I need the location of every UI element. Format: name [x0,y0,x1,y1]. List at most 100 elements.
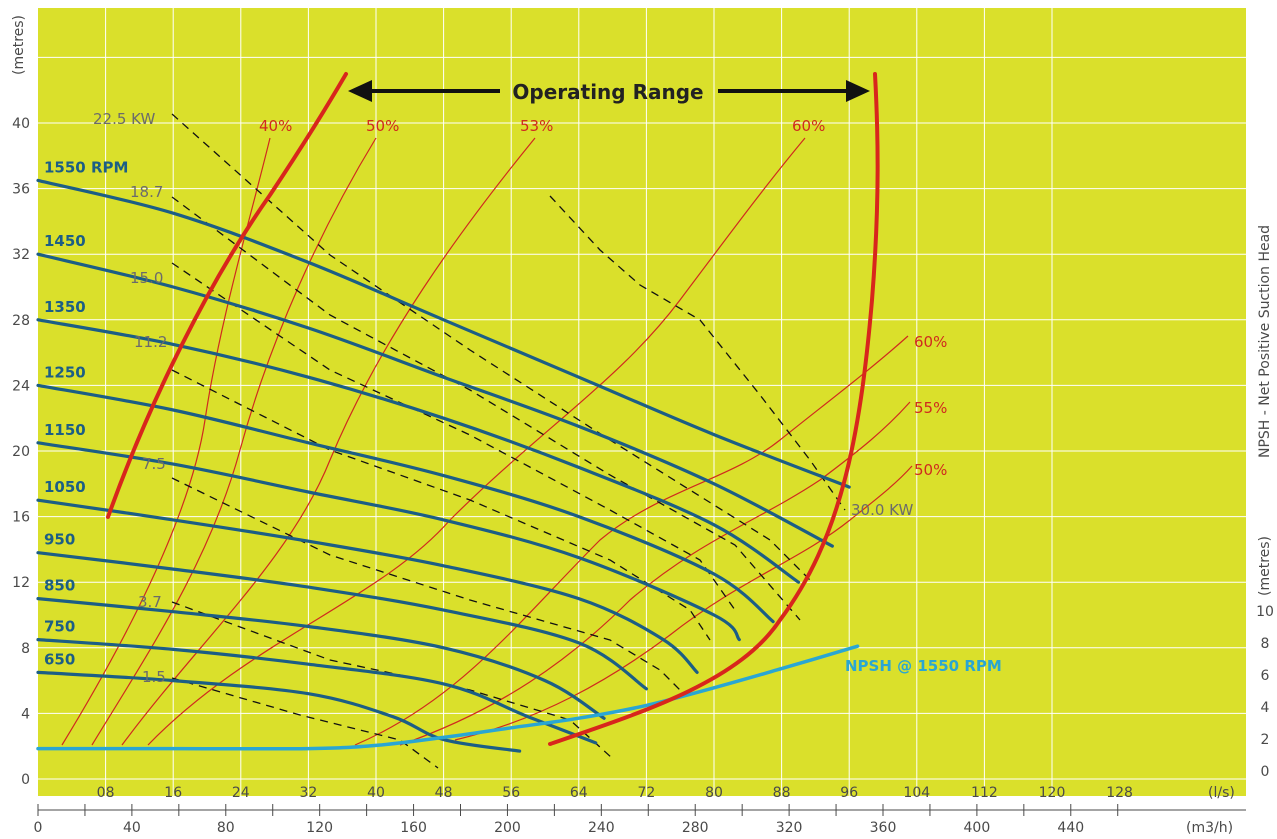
speed-curve-label: 1250 [44,363,86,381]
efficiency-curve-40 [61,137,271,746]
efficiency-curve-60-right [354,335,909,746]
x-top-tick-label: 112 [971,785,998,801]
power-label-18-7: 18.7 [130,183,163,201]
npsh-curve-group [36,644,860,751]
x-top-tick-label: 128 [1106,785,1133,801]
x-bottom-tick-label: 0 [34,820,43,836]
x-top-tick-label: 104 [903,785,930,801]
speed-curve-label: 850 [44,577,75,595]
y-left-tick-label: 16 [12,510,30,526]
speed-curve-1550-rpm [36,178,851,489]
x-bottom-tick-label: 40 [123,820,141,836]
y-right-tick-label: 6 [1261,668,1270,684]
x-top-tick-label: 96 [840,785,858,801]
arrow-left-head [348,80,372,102]
power-line-11-2 [171,369,711,641]
power-label-11-2: 11.2 [134,333,167,351]
speed-curve-950 [36,551,648,691]
x-top-tick-label: 72 [637,785,655,801]
efficiency-curve-53 [121,137,536,746]
x-top-tick-label: 120 [1039,785,1066,801]
x-bottom-tick-label: 120 [306,820,333,836]
y-left-tick-label: 12 [12,575,30,591]
npsh-curve [36,644,860,751]
power-label-1-5: 1.5 [142,668,166,686]
speed-curve-label: 750 [44,618,75,636]
eff-label-40: 40% [259,117,292,135]
power-label-3-7: 3.7 [138,593,162,611]
x-bottom-tick-label: 80 [217,820,235,836]
eff-label-53: 53% [520,117,553,135]
power-line-7-5 [171,477,681,691]
power-label-7-5: 7.5 [142,455,166,473]
x-top-tick-label: 80 [705,785,723,801]
power-label-30-0: 30.0 KW [851,501,913,519]
power-line-22-5 [171,113,813,583]
speed-curves: 1550 RPM 1450 1350 1250 1150 1050 950 850 750 650 [36,158,851,753]
x-bottom-tick-label: 160 [400,820,427,836]
speed-curve-1150 [36,441,741,642]
y-right-axis-title: NPSH - Net Positive Suction Head [1257,225,1273,458]
x-top-tick-label: 16 [164,785,182,801]
efficiency-curve-50 [91,137,377,746]
y-left-tick-label: 24 [12,378,30,394]
power-label-15-0: 15.0 [130,269,163,287]
x-top-tick-label: 56 [502,785,520,801]
y-right-tick-label: 0 [1261,764,1270,780]
x-top-tick-label: 48 [435,785,453,801]
speed-curve-650 [36,670,522,753]
x-bottom-tick-label: 240 [588,820,615,836]
y-left-tick-label: 0 [21,772,30,788]
arrow-right-head [846,80,870,102]
eff-label-60-right: 60% [914,333,947,351]
y-left-tick-label: 4 [21,706,30,722]
power-line-18-7 [171,196,801,621]
operating-range-arrows: Operating Range [348,80,870,104]
eff-label-50: 50% [366,117,399,135]
x-bottom-tick-label: 280 [682,820,709,836]
x-top-tick-label: 64 [570,785,588,801]
y-left-tick-label: 36 [12,182,30,198]
y-right-tick-label: 8 [1261,636,1270,652]
y-right-tick-label: 10 [1256,604,1274,620]
npsh-curve-label: NPSH @ 1550 RPM [845,657,1002,675]
x-bottom-tick-label: 400 [964,820,991,836]
speed-curve-1450 [36,252,834,548]
speed-curve-1050 [36,498,699,674]
speed-curve-label: 1550 RPM [44,158,128,176]
operating-range-right-boundary [548,72,880,746]
speed-curve-label: 1150 [44,421,86,439]
grid [38,8,1246,796]
speed-curve-1250 [36,383,775,624]
speed-curve-label: 1050 [44,478,86,496]
x-bottom-tick-label: 360 [870,820,897,836]
y-left-tick-label: 40 [12,116,30,132]
power-labels: 22.5 KW 18.7 15.0 11.2 7.5 3.7 1.5 30.0 … [93,110,913,686]
speed-curve-label: 650 [44,650,75,668]
speed-curve-1350 [36,318,801,584]
power-line-1-5 [171,677,439,769]
x-bottom-tick-label: 440 [1057,820,1084,836]
x-top-tick-label: 32 [299,785,317,801]
x-bottom-tick-label: 200 [494,820,521,836]
y-right-tick-label: 4 [1261,700,1270,716]
eff-label-50-right: 50% [914,461,947,479]
x-bottom-tick-label: 320 [776,820,803,836]
speed-curve-label: 950 [44,531,75,549]
x-top-tick-label: 40 [367,785,385,801]
speed-curve-850 [36,597,606,720]
x-bottom-unit-label: (m3/h) [1186,820,1233,836]
y-left-tick-label: 28 [12,313,30,329]
operating-range-label: Operating Range [512,80,703,104]
x-top-unit-label: (l/s) [1208,785,1235,801]
efficiency-labels: 40% 50% 53% 60% 60% 55% 50% [259,117,947,479]
y-left-unit-label: (metres) [11,15,27,75]
speed-curve-label: 1450 [44,232,86,250]
eff-label-60-top: 60% [792,117,825,135]
x-top-tick-label: 08 [97,785,115,801]
operating-range-left-boundary [106,72,348,519]
y-right-unit-label: (metres) [1257,536,1273,596]
speed-curve-label: 1350 [44,298,86,316]
y-left-tick-label: 8 [21,641,30,657]
